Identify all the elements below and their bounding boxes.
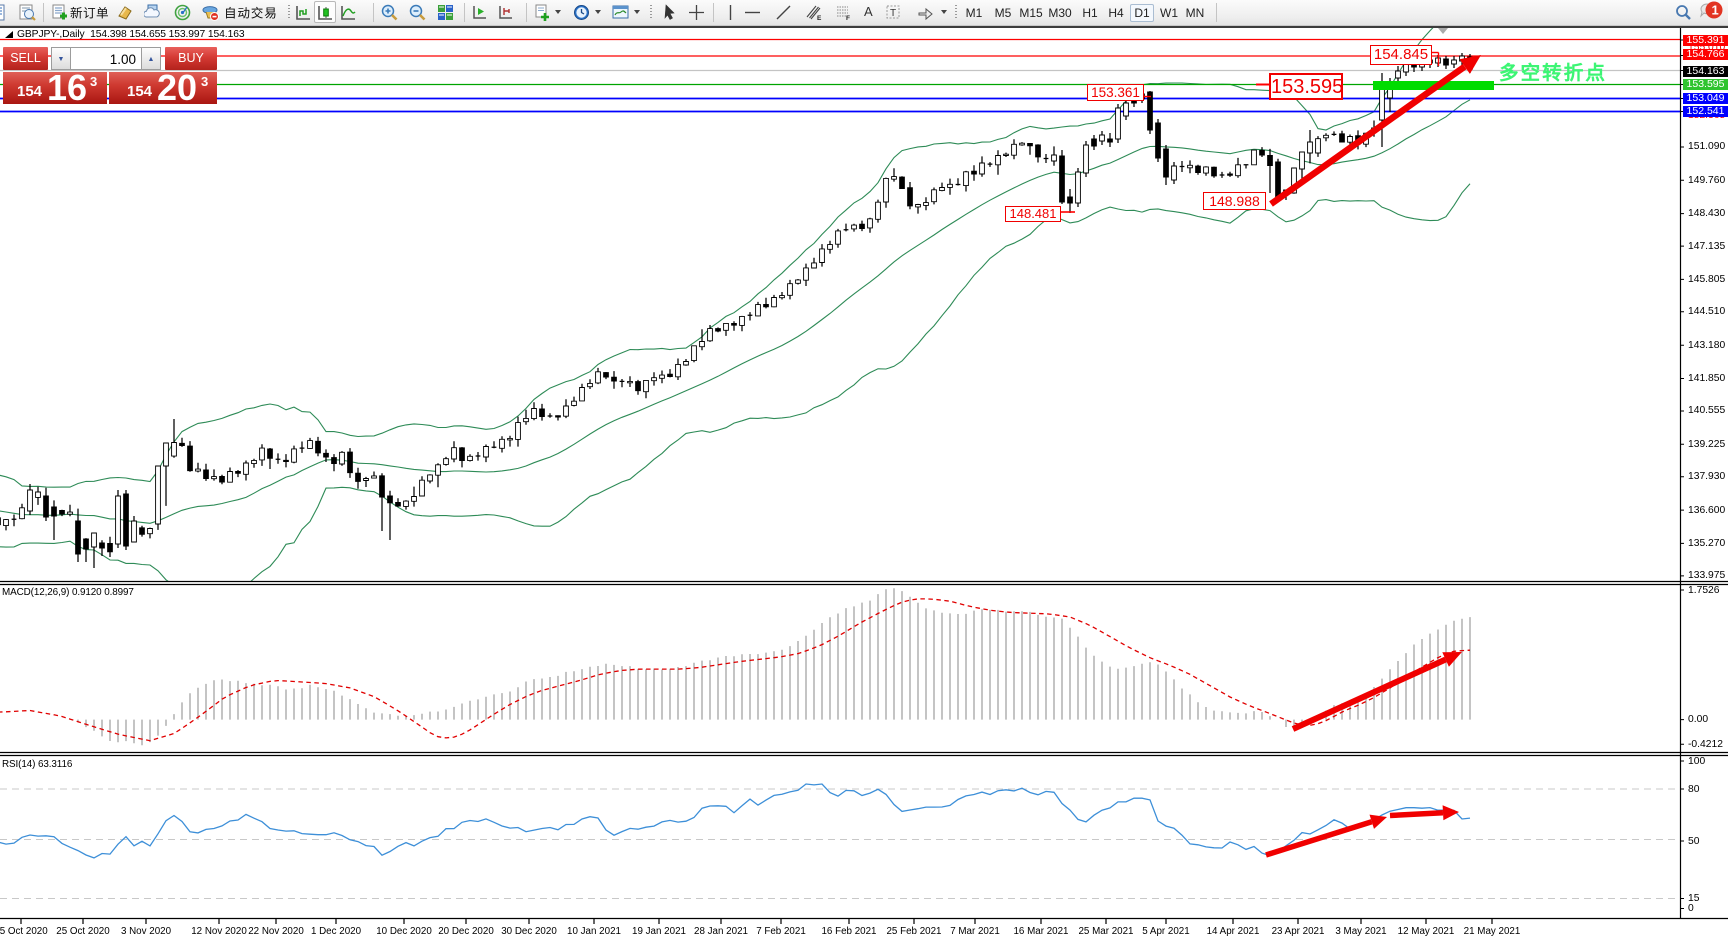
svg-text:1: 1 — [1712, 3, 1719, 18]
svg-text:E: E — [817, 15, 822, 21]
svg-text:T: T — [890, 8, 896, 19]
svg-text:F: F — [846, 15, 850, 21]
